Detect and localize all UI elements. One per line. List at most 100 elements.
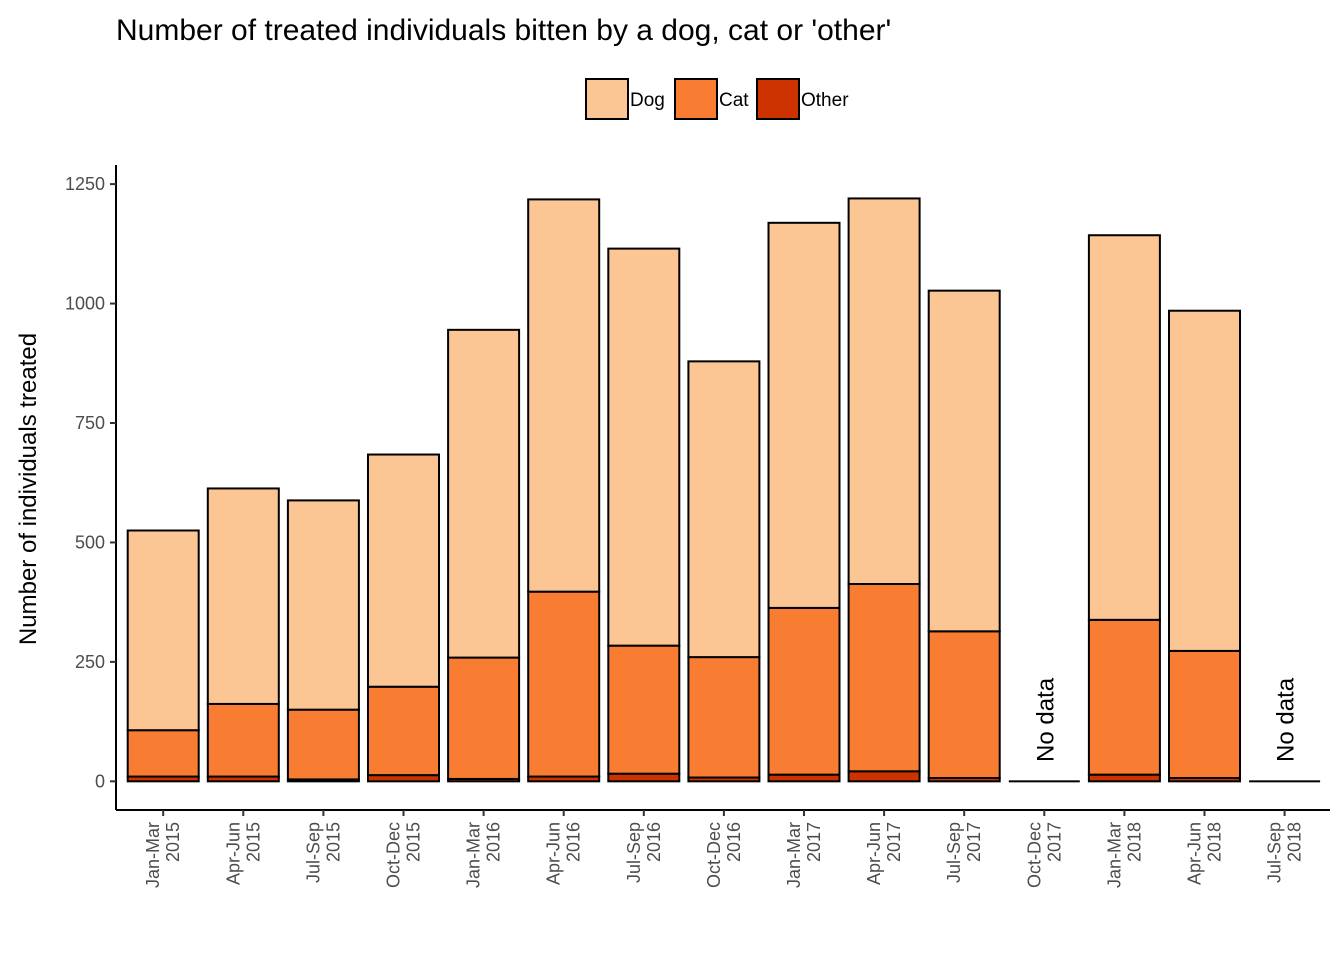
bar-segment-dog — [126, 529, 200, 732]
x-tick-label-period: Oct-Dec — [704, 822, 724, 888]
bar-segment-cat — [687, 656, 761, 779]
bar-segment-cat — [527, 590, 601, 778]
x-tick-label-year: 2016 — [644, 822, 664, 862]
x-tick-label-year: 2016 — [484, 822, 504, 862]
x-tick-label: Apr-Jun 2016 — [544, 822, 584, 885]
y-tick-label: 1250 — [65, 174, 105, 194]
bar-segment-dog — [767, 221, 841, 609]
x-tick-label-period: Jul-Sep — [624, 822, 644, 883]
x-tick-label-year: 2017 — [884, 822, 904, 862]
bar-segment-cat — [607, 644, 681, 775]
y-tick-label: 500 — [75, 532, 105, 552]
legend-label: Cat — [719, 90, 749, 111]
x-tick-label-period: Apr-Jun — [223, 822, 243, 885]
legend-item-cat: Cat — [674, 78, 749, 120]
legend-swatch — [585, 78, 629, 120]
x-tick-label-year: 2018 — [1205, 822, 1225, 862]
bar-segment-dog — [286, 499, 360, 711]
bar-segment-other — [847, 770, 921, 783]
y-tick-label: 750 — [75, 413, 105, 433]
x-tick-label-period: Jan-Mar — [464, 822, 484, 888]
x-tick-label-year: 2018 — [1285, 822, 1305, 862]
legend-item-other: Other — [756, 78, 849, 120]
x-tick-label-period: Jul-Sep — [944, 822, 964, 883]
x-tick-label: Jan-Mar 2016 — [464, 822, 504, 888]
x-tick-label-period: Jul-Sep — [1265, 822, 1285, 883]
bar-segment-dog — [206, 487, 280, 705]
bar-segment-other — [767, 773, 841, 783]
bar-segment-other — [1087, 773, 1161, 783]
bar-segment-dog — [607, 247, 681, 647]
bar-segment-dog — [1168, 309, 1241, 652]
bar-segment-dog — [527, 198, 601, 593]
no-data-annotation: No data — [1273, 677, 1300, 762]
legend-label: Other — [801, 90, 849, 111]
bar-segment-cat — [1087, 618, 1161, 776]
x-tick-label-year: 2018 — [1124, 822, 1144, 862]
x-tick-label: Apr-Jun 2018 — [1185, 822, 1225, 885]
bar-segment-dog — [447, 328, 521, 659]
x-tick-label-period: Jan-Mar — [784, 822, 804, 888]
chart-title: Number of treated individuals bitten by … — [116, 14, 891, 47]
y-tick-label: 0 — [95, 771, 105, 791]
bar-segment-cat — [286, 708, 360, 781]
no-data-annotation: No data — [1032, 677, 1059, 762]
x-tick-label-year: 2015 — [404, 822, 424, 862]
x-tick-label-period: Apr-Jun — [1185, 822, 1205, 885]
x-tick-label: Jul-Sep 2015 — [303, 822, 343, 883]
legend-label: Dog — [630, 90, 665, 111]
x-tick-label: Jan-Mar 2018 — [1104, 822, 1144, 888]
x-tick-label: Jul-Sep 2018 — [1265, 822, 1305, 883]
bar-segment-cat — [927, 630, 1001, 779]
x-tick-label-year: 2017 — [1044, 822, 1064, 862]
bar-segment-cat — [206, 702, 280, 778]
x-tick-label-period: Oct-Dec — [384, 822, 404, 888]
bar-segment-cat — [767, 606, 841, 776]
x-tick-label-period: Jan-Mar — [1104, 822, 1124, 888]
empty-bar — [1249, 780, 1321, 783]
x-tick-label-year: 2016 — [724, 822, 744, 862]
legend: Dog Cat Other — [585, 78, 849, 120]
x-tick-label: Oct-Dec 2017 — [1024, 822, 1064, 888]
x-tick-label: Oct-Dec 2016 — [704, 822, 744, 888]
bar-segment-cat — [367, 685, 440, 777]
x-tick-label-period: Apr-Jun — [544, 822, 564, 885]
bar-segment-dog — [1087, 234, 1161, 621]
x-tick-label-year: 2015 — [243, 822, 263, 862]
x-tick-label-period: Oct-Dec — [1024, 822, 1044, 888]
bar-segment-dog — [367, 453, 440, 688]
x-tick-label: Jan-Mar 2017 — [784, 822, 824, 888]
x-tick-label: Apr-Jun 2017 — [864, 822, 904, 885]
y-tick-label: 250 — [75, 652, 105, 672]
empty-bar — [1008, 780, 1080, 783]
x-tick-label-period: Jan-Mar — [143, 822, 163, 888]
x-tick-label: Jan-Mar 2015 — [143, 822, 183, 888]
bar-segment-other — [607, 772, 681, 783]
legend-swatch — [756, 78, 800, 120]
x-tick-label-year: 2017 — [964, 822, 984, 862]
bar-segment-dog — [687, 360, 761, 659]
x-tick-label: Oct-Dec 2015 — [384, 822, 424, 888]
x-tick-label-year: 2015 — [163, 822, 183, 862]
bar-segment-dog — [847, 197, 921, 586]
x-tick-label-period: Jul-Sep — [303, 822, 323, 883]
no-data-label: No data — [1032, 677, 1059, 762]
bar-segment-cat — [126, 729, 200, 778]
bar-segment-cat — [447, 656, 521, 780]
legend-item-dog: Dog — [585, 78, 665, 120]
bar-segment-dog — [927, 289, 1001, 633]
y-axis-title: Number of individuals treated — [15, 333, 42, 645]
no-data-label: No data — [1273, 677, 1300, 762]
x-tick-label: Apr-Jun 2015 — [223, 822, 263, 885]
bar-segment-cat — [1168, 649, 1241, 779]
x-tick-label: Jul-Sep 2017 — [944, 822, 984, 883]
bar-segment-cat — [847, 583, 921, 773]
y-tick-label: 1000 — [65, 294, 105, 314]
x-tick-label-period: Apr-Jun — [864, 822, 884, 885]
x-tick-label-year: 2017 — [804, 822, 824, 862]
legend-swatch — [674, 78, 718, 120]
x-tick-label: Jul-Sep 2016 — [624, 822, 664, 883]
x-tick-label-year: 2015 — [323, 822, 343, 862]
